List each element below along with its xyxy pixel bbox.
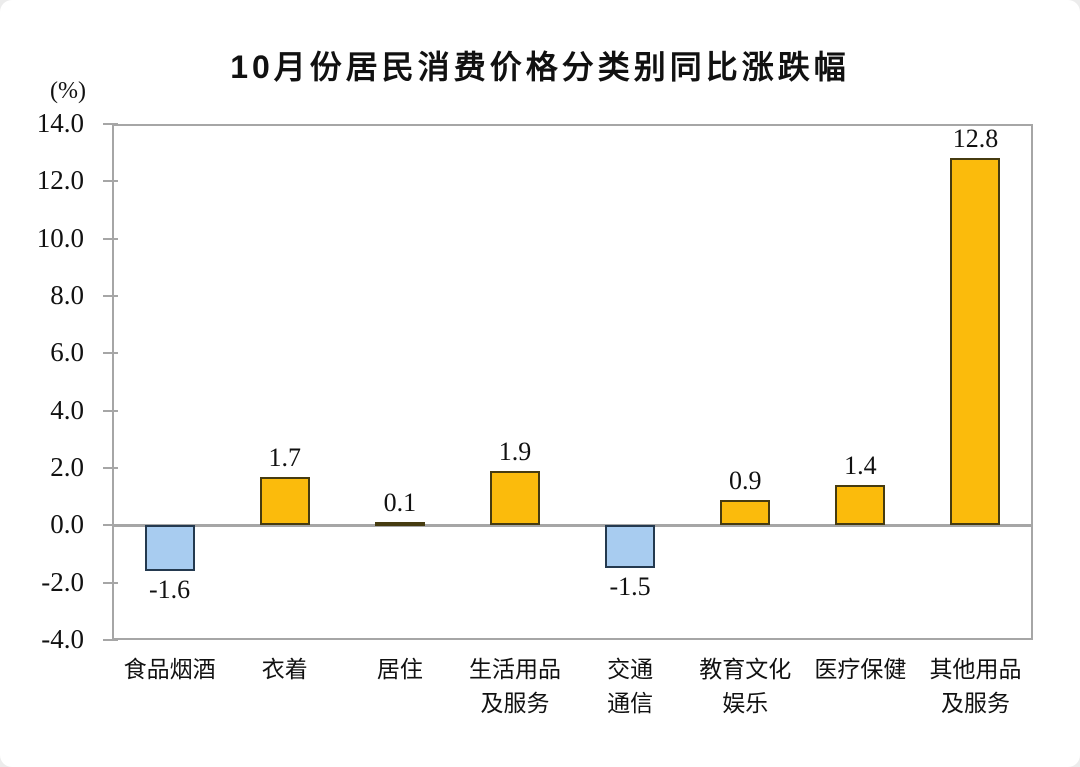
chart-title: 10月份居民消费价格分类别同比涨跌幅 <box>230 49 850 85</box>
y-axis-tick-mark <box>103 467 118 469</box>
category-label: 教育文化 娱乐 <box>699 656 792 716</box>
y-axis-tick-label: 14.0 <box>36 108 84 138</box>
bar <box>489 470 540 526</box>
bar <box>374 522 425 527</box>
y-axis-tick-label: -4.0 <box>41 624 84 654</box>
y-axis-tick-mark <box>103 524 118 527</box>
y-axis-tick-label: 0.0 <box>50 509 84 540</box>
y-axis-tick-mark <box>103 295 118 297</box>
bar <box>950 158 1001 526</box>
bar-value-label: 1.9 <box>498 436 532 466</box>
category-label: 其他用品 及服务 <box>929 656 1022 716</box>
bar-value-label: -1.5 <box>609 572 651 602</box>
bar <box>605 525 656 569</box>
bar <box>720 499 771 526</box>
y-axis-tick-label: -2.0 <box>41 566 84 597</box>
y-axis-tick-label: 10.0 <box>36 222 84 253</box>
category-label: 居住 <box>376 656 423 682</box>
y-axis-tick-label: 12.0 <box>36 165 84 196</box>
bar-value-label: 0.9 <box>728 465 762 495</box>
y-axis-tick-mark <box>103 123 118 125</box>
y-axis-tick-mark <box>103 352 118 355</box>
bar-value-label: 0.1 <box>383 488 417 518</box>
category-label: 衣着 <box>261 656 308 682</box>
y-axis-tick-label: 8.0 <box>50 280 84 310</box>
plot-area <box>112 124 1033 640</box>
bar-value-label: 12.8 <box>952 124 999 154</box>
bar <box>144 525 195 572</box>
category-label: 食品烟酒 <box>123 656 216 682</box>
bar <box>835 485 886 526</box>
bar-value-label: 1.7 <box>268 442 301 472</box>
category-label: 交通 通信 <box>607 656 654 716</box>
y-axis-tick-mark <box>103 180 118 183</box>
y-axis-tick-mark <box>103 409 118 412</box>
category-label: 医疗保健 <box>814 656 907 682</box>
bar-value-label: 1.4 <box>844 451 877 481</box>
category-label: 生活用品 及服务 <box>468 656 561 716</box>
y-axis-tick-label: 4.0 <box>50 394 84 425</box>
bar <box>259 476 310 526</box>
bar-value-label: -1.6 <box>148 575 191 605</box>
y-axis-tick-label: 2.0 <box>50 452 84 482</box>
y-axis-tick-mark <box>103 639 118 641</box>
y-axis-tick-mark <box>103 581 118 584</box>
y-axis-unit-label: (%) <box>50 78 86 104</box>
y-axis-tick-label: 6.0 <box>50 337 84 368</box>
y-axis-tick-mark <box>103 237 118 240</box>
zero-line <box>112 523 1033 527</box>
